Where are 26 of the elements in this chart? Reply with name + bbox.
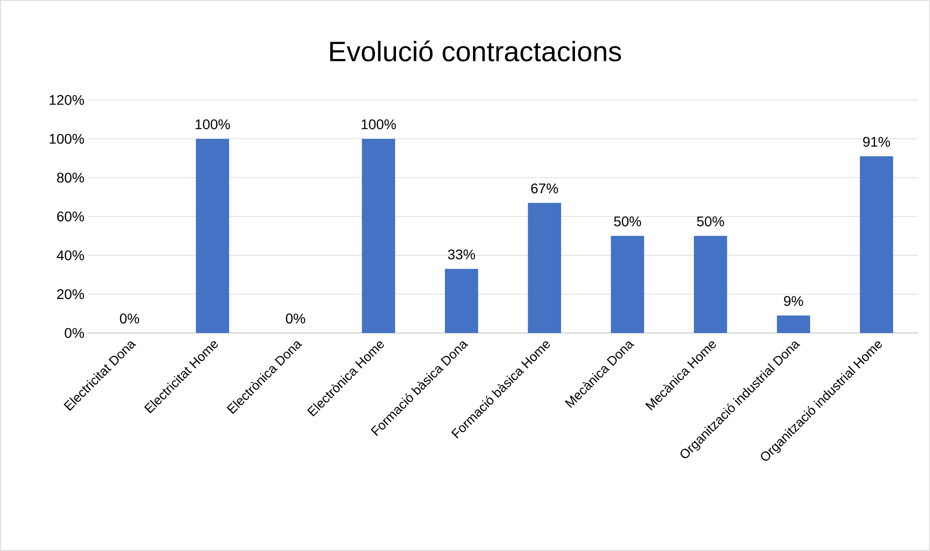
data-label: 50% [697,216,724,226]
bar [528,202,562,333]
y-tick-label: 20% [57,289,84,300]
y-tick-label: 80% [57,172,84,183]
y-tick-label: 120% [50,95,84,105]
chart-title: Evolució contractacions [330,40,621,62]
bar [362,138,396,333]
data-label: 33% [448,249,476,260]
data-label: 67% [531,183,558,194]
data-label: 0% [120,314,140,324]
bar [610,236,644,333]
y-tick-label: 60% [57,212,84,222]
y-tick-label: 40% [56,250,84,260]
y-tick-label: 0% [64,328,84,338]
bar [776,316,810,333]
data-label: 100% [362,119,396,130]
data-label: 0% [286,314,306,324]
data-label: 50% [614,216,642,226]
data-label: 100% [196,119,230,130]
y-tick-label: 100% [50,134,84,144]
data-label: 91% [863,136,890,147]
bar [860,156,894,333]
bar [694,236,728,333]
data-label: 9% [784,296,804,306]
bar [196,138,230,333]
bar [444,268,478,333]
